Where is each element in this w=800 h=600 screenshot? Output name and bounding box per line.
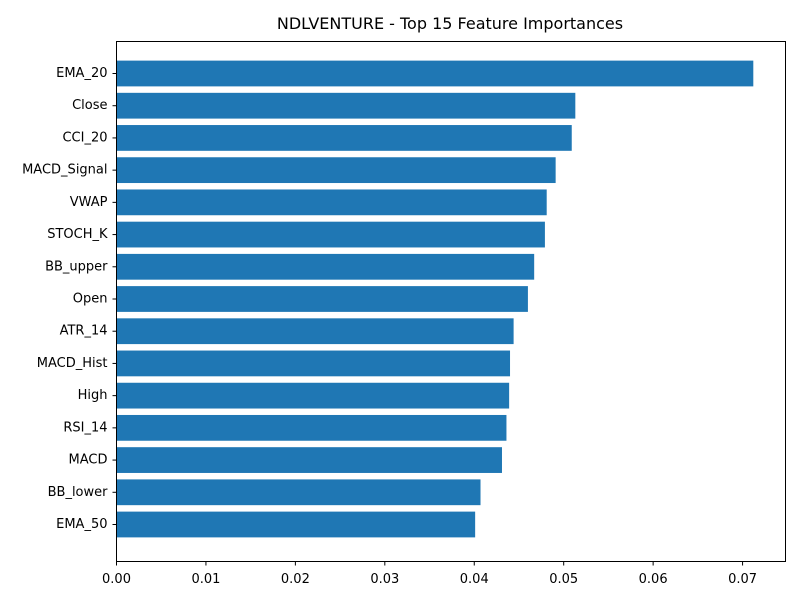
y-tick-label: BB_lower — [48, 485, 109, 500]
plot-frame — [116, 41, 786, 562]
bar-bb-lower — [116, 479, 481, 506]
bar-atr-14 — [116, 318, 514, 345]
bar-bb-upper — [116, 253, 535, 280]
bar-macd — [116, 447, 502, 473]
bar-ema-50 — [116, 511, 476, 538]
x-tick-label: 0.03 — [370, 572, 399, 587]
x-axis-ticks: 0.00 0.01 0.02 0.03 0.04 0.05 0.06 0.07 — [102, 561, 757, 587]
y-tick-label: EMA_20 — [56, 66, 107, 81]
y-tick-label: ATR_14 — [60, 324, 108, 339]
bar-rsi-14 — [116, 414, 507, 441]
bar-cci-20 — [116, 125, 572, 151]
y-tick-label: BB_upper — [45, 259, 108, 274]
bar-vwap — [116, 189, 547, 216]
x-tick-label: 0.02 — [281, 572, 310, 587]
bars-group — [116, 60, 754, 538]
bar-ema-20 — [116, 60, 754, 87]
y-tick-label: High — [78, 388, 108, 403]
chart-title: NDLVENTURE - Top 15 Feature Importances — [277, 14, 623, 33]
y-tick-label: EMA_50 — [56, 517, 107, 532]
x-tick-label: 0.04 — [460, 572, 489, 587]
y-tick-label: MACD — [69, 453, 108, 468]
bar-macd-signal — [116, 157, 556, 184]
y-axis-ticks: EMA_20 Close CCI_20 MACD_Signal VWAP STOCH_K B… — [22, 66, 117, 532]
x-tick-label: 0.01 — [191, 572, 220, 587]
y-tick-label: Open — [73, 292, 108, 307]
y-tick-label: RSI_14 — [63, 420, 107, 435]
y-tick-label: Close — [72, 98, 107, 113]
x-tick-label: 0.00 — [102, 572, 131, 587]
bar-open — [116, 286, 528, 312]
bar-macd-hist — [116, 350, 511, 377]
y-tick-label: VWAP — [70, 195, 108, 210]
y-tick-label: STOCH_K — [47, 227, 108, 242]
bar-close — [116, 92, 576, 119]
x-tick-label: 0.05 — [549, 572, 578, 587]
y-tick-label: CCI_20 — [62, 130, 107, 145]
bar-stoch-k — [116, 221, 545, 248]
x-tick-label: 0.06 — [639, 572, 668, 587]
x-tick-label: 0.07 — [728, 572, 757, 587]
y-tick-label: MACD_Hist — [37, 356, 108, 371]
y-tick-label: MACD_Signal — [22, 163, 107, 178]
bar-high — [116, 382, 510, 409]
